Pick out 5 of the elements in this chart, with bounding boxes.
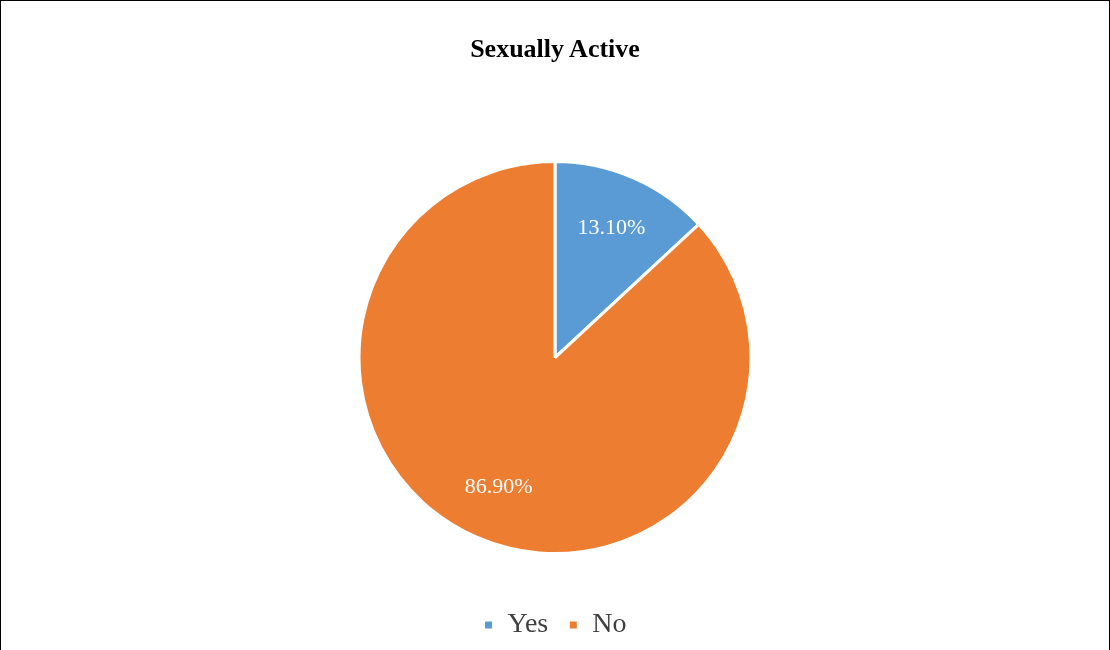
- legend-label: No: [592, 607, 627, 639]
- data-label: 86.90%: [464, 472, 533, 498]
- chart-title: Sexually Active: [470, 34, 640, 64]
- data-label: 13.10%: [577, 214, 646, 240]
- legend-label: Yes: [507, 607, 549, 639]
